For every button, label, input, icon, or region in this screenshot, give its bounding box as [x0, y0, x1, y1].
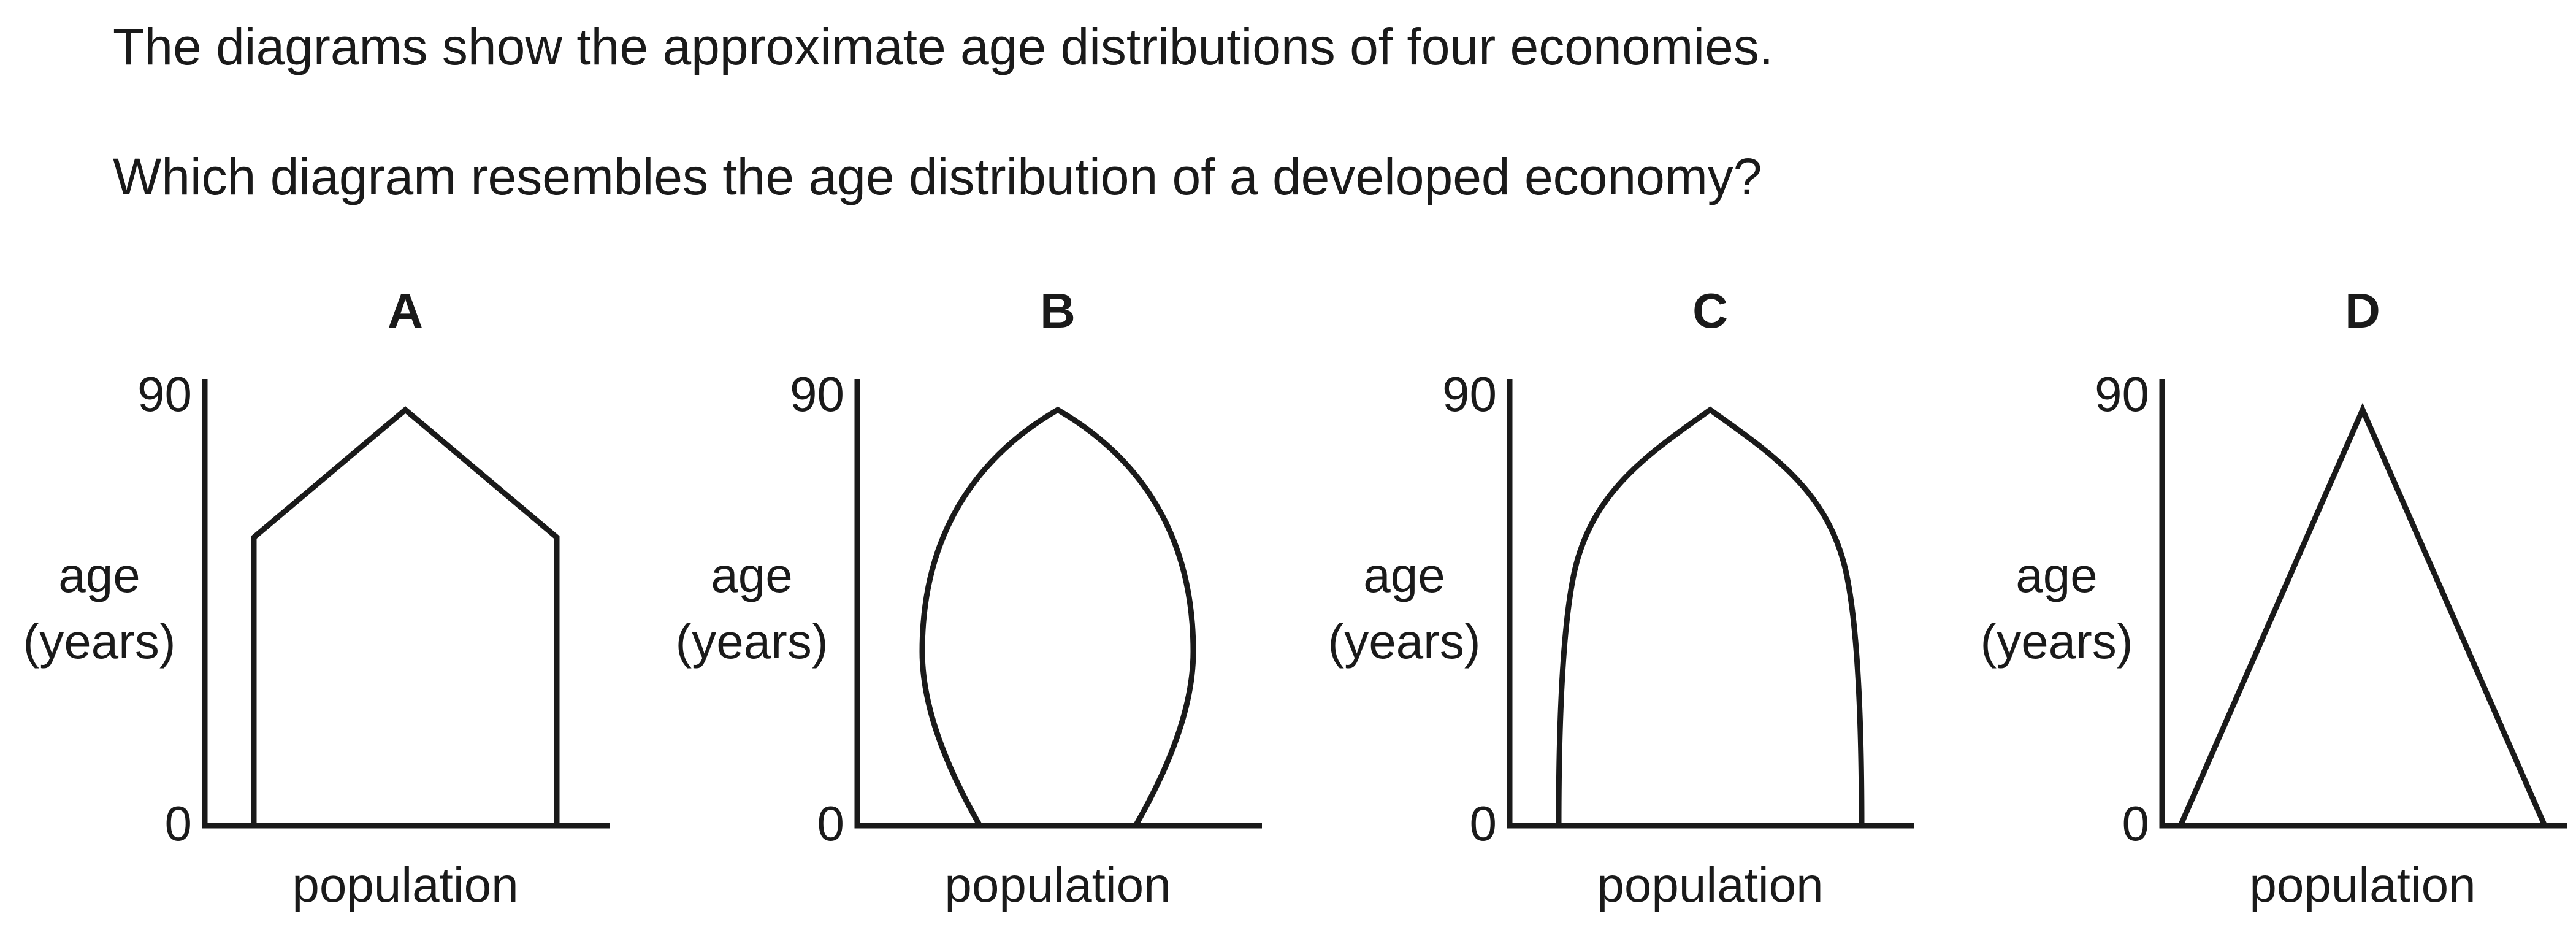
- diagram-letter-c: C: [1692, 283, 1728, 338]
- diagram-a: A 90 0 age (years) population: [23, 283, 610, 912]
- diagram-letter-d: D: [2345, 283, 2380, 338]
- y-max-label: 90: [137, 367, 192, 421]
- distribution-shape-lens: [919, 406, 1196, 827]
- y-axis-label-line-2: (years): [1328, 614, 1481, 669]
- diagram-b: B 90 0 age (years) population: [676, 283, 1262, 912]
- diagram-c: C 90 0 age (years) population: [1328, 283, 1914, 912]
- x-axis-label: population: [1597, 858, 1823, 912]
- y-max-label: 90: [1442, 367, 1497, 421]
- diagram-letter-a: A: [388, 283, 423, 338]
- axes: [202, 379, 610, 829]
- y-axis-label-line-1: age: [2016, 548, 2097, 602]
- y-max-label: 90: [790, 367, 844, 421]
- y-min-label: 0: [817, 796, 845, 851]
- question-line-2: Which diagram resembles the age distribu…: [113, 148, 1762, 205]
- y-min-label: 0: [1470, 796, 1497, 851]
- y-min-label: 0: [165, 796, 193, 851]
- axes: [1507, 379, 1914, 829]
- y-axis-label-line-2: (years): [23, 614, 176, 669]
- y-axis-label-line-1: age: [1363, 548, 1445, 602]
- distribution-shape-dome: [1556, 406, 1865, 826]
- axes: [854, 379, 1262, 829]
- x-axis-label: population: [944, 858, 1171, 912]
- y-axis-label-line-2: (years): [1981, 614, 2133, 669]
- diagram-d: D 90 0 age (years) population: [1981, 283, 2567, 912]
- axes: [2159, 379, 2567, 829]
- y-axis-label-line-1: age: [58, 548, 140, 602]
- x-axis-label: population: [2249, 858, 2475, 912]
- question-line-1: The diagrams show the approximate age di…: [113, 18, 1774, 75]
- y-min-label: 0: [2122, 796, 2150, 851]
- y-axis-label-line-2: (years): [676, 614, 828, 669]
- y-axis-label-line-1: age: [711, 548, 792, 602]
- diagram-letter-b: B: [1040, 283, 1076, 338]
- distribution-shape-triangle: [2177, 402, 2548, 827]
- x-axis-label: population: [292, 858, 518, 912]
- distribution-shape-house: [251, 406, 560, 826]
- y-max-label: 90: [2095, 367, 2149, 421]
